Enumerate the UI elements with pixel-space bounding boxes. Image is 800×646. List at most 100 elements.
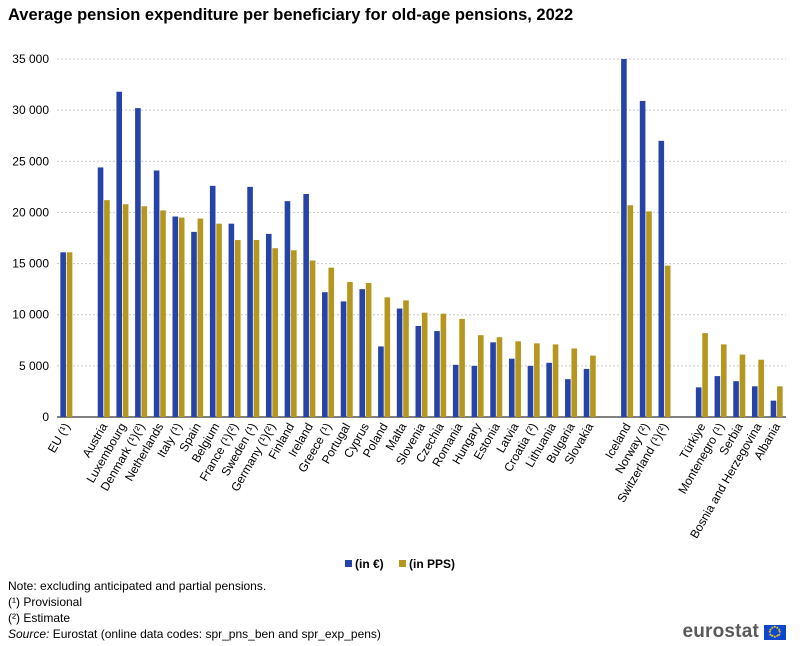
bar-pps [739,354,746,417]
bar-eur [583,368,590,417]
bar-eur [247,186,253,417]
bar-pps [534,343,540,417]
bar-eur [751,386,758,417]
chart-title: Average pension expenditure per benefici… [8,6,574,24]
legend-label-eur: (in €) [354,557,384,571]
legend-item-pps: (in PPS) [399,557,455,571]
bar-pps [459,318,465,417]
bar-eur [153,170,160,417]
source-text: Eurostat (online data codes: spr_pns_ben… [49,627,381,641]
flag-star-icon: ★ [775,624,780,630]
bar-eur [265,233,272,417]
bar-pps [309,260,316,417]
bar-eur [621,59,627,417]
bar-pps [777,386,783,417]
bar-pps [571,348,578,417]
bar-eur [284,201,291,417]
bar-eur [471,365,478,417]
bar-eur [508,358,515,417]
bar-eur [452,364,459,417]
bar-eur [714,376,721,417]
bar-eur [116,91,123,417]
bar-eur [639,100,646,418]
flag-star-icon: ★ [775,633,780,639]
bar-eur [490,342,496,417]
flag-star-icon: ★ [773,634,777,639]
y-tick-label: 5 000 [19,359,49,373]
bar-eur [340,301,347,417]
y-tick-label: 30 000 [12,103,49,117]
bar-eur [359,289,366,417]
flag-star-icon: ★ [770,633,775,639]
bar-eur [228,223,235,417]
bar-eur [378,346,384,417]
bar-pps [720,344,727,417]
bar-eur [695,387,702,417]
bar-pps [552,344,559,417]
bar-pps [197,218,204,417]
legend: (in €) (in PPS) [0,557,800,571]
flag-star-icon: ★ [777,631,781,637]
bar-pps [66,252,73,417]
bar-eur [546,362,552,417]
note-text: Note: excluding anticipated and partial … [8,579,267,593]
bar-eur [135,108,141,418]
y-tick-label: 0 [42,410,49,424]
bar-pps [403,300,409,417]
bar-pps [646,211,652,417]
bar-pps [291,250,297,417]
legend-label-pps: (in PPS) [409,557,456,571]
bar-eur [733,381,739,417]
bar-pps [702,333,708,417]
legend-swatch-pps [399,560,406,567]
bar-pps [347,281,353,417]
y-tick-label: 10 000 [12,308,49,322]
bar-eur [415,325,422,417]
bar-eur [322,292,328,417]
flag-star-icon: ★ [768,629,772,634]
bar-pps [758,359,764,417]
bar-eur [172,216,179,417]
bar-pps [664,265,671,417]
bar-eur [97,167,104,417]
x-tick-label: EU (¹) [45,421,73,456]
bar-eur [434,331,440,417]
logo-text: eurostat [682,621,759,642]
flag-star-icon: ★ [778,629,782,634]
bar-pps [253,240,260,417]
bar-pps [590,355,596,417]
flag-star-icon: ★ [768,631,773,637]
bar-pps [477,335,484,417]
eu-flag-icon: ★ ★ ★ ★ ★ ★ ★ ★ ★ ★ ★ ★ [764,624,786,640]
bar-pps [328,267,335,417]
bar-eur [658,140,665,418]
bar-pps [122,204,129,417]
y-tick-label: 15 000 [12,257,49,271]
bar-eur [565,379,571,417]
bar-pps [141,206,148,417]
provisional-note: (¹) Provisional [8,595,83,609]
eurostat-logo: eurostat ★ ★ ★ ★ ★ ★ ★ ★ ★ ★ ★ ★ [682,621,786,643]
bar-pps [272,248,278,417]
bar-pps [496,337,503,417]
bar-eur [396,308,403,417]
bar-eur [60,252,66,417]
bar-pps [515,341,521,417]
bar-eur [191,231,197,417]
legend-swatch-eur [344,560,352,567]
flag-star-icon: ★ [770,624,775,630]
bar-pps [104,200,110,417]
bar-pps [178,217,185,417]
source-line: Source: Eurostat (online data codes: spr… [8,626,381,642]
chart-area: 0 5 000 10 000 15 000 20 000 25 000 30 000 35 0… [12,52,786,541]
bar-pps [384,297,391,417]
bar-pps [421,312,428,417]
bar-pps [234,240,241,417]
flag-star-icon: ★ [768,626,773,632]
estimate-note: (²) Estimate [8,611,71,625]
bar-pps [440,313,447,417]
notes: Note: excluding anticipated and partial … [8,578,381,642]
bar-eur [527,365,534,417]
bar-eur [770,400,777,417]
y-tick-label: 35 000 [12,52,49,66]
